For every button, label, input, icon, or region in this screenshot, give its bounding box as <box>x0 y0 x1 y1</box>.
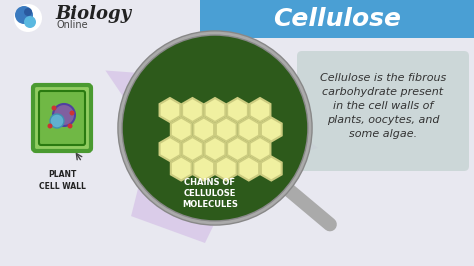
Polygon shape <box>238 118 259 142</box>
Polygon shape <box>193 156 214 181</box>
FancyBboxPatch shape <box>200 0 474 38</box>
Polygon shape <box>250 98 271 122</box>
Polygon shape <box>205 137 226 161</box>
Polygon shape <box>238 156 259 181</box>
Polygon shape <box>182 137 203 161</box>
Polygon shape <box>216 118 237 142</box>
Circle shape <box>53 104 75 126</box>
Text: Cellulose is the fibrous
carbohydrate present
in the cell walls of
plants, oocyt: Cellulose is the fibrous carbohydrate pr… <box>320 73 446 139</box>
Text: Cellulose: Cellulose <box>273 7 401 31</box>
Text: Online: Online <box>57 20 89 30</box>
Text: PLANT
CELL WALL: PLANT CELL WALL <box>38 170 85 191</box>
Polygon shape <box>182 98 203 122</box>
Text: CHAINS OF
CELLULOSE
MOLECULES: CHAINS OF CELLULOSE MOLECULES <box>182 178 238 209</box>
Circle shape <box>14 4 42 32</box>
Polygon shape <box>216 156 237 181</box>
Polygon shape <box>205 98 226 122</box>
Polygon shape <box>171 156 191 181</box>
Circle shape <box>24 8 32 16</box>
Polygon shape <box>160 98 181 122</box>
Polygon shape <box>160 137 181 161</box>
Polygon shape <box>227 137 248 161</box>
Circle shape <box>67 123 73 128</box>
Circle shape <box>120 33 310 223</box>
Circle shape <box>52 106 56 110</box>
Circle shape <box>70 110 74 115</box>
Polygon shape <box>227 98 248 122</box>
Circle shape <box>50 114 64 128</box>
Polygon shape <box>105 20 318 243</box>
Polygon shape <box>261 156 282 181</box>
FancyBboxPatch shape <box>39 91 85 145</box>
Circle shape <box>47 123 53 128</box>
Text: Biology: Biology <box>55 5 131 23</box>
FancyBboxPatch shape <box>297 51 469 171</box>
Polygon shape <box>193 118 214 142</box>
Circle shape <box>15 6 33 24</box>
Polygon shape <box>250 137 271 161</box>
Polygon shape <box>171 118 191 142</box>
Circle shape <box>24 16 36 28</box>
Polygon shape <box>261 118 282 142</box>
FancyBboxPatch shape <box>33 85 91 151</box>
